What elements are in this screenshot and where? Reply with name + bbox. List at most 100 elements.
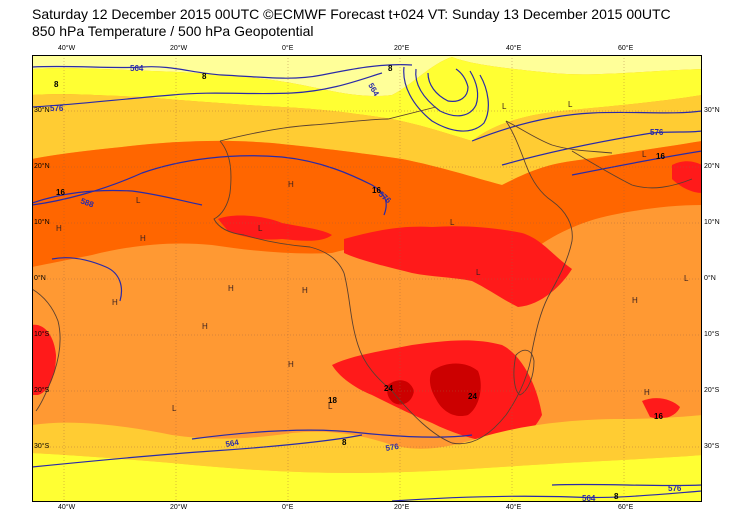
lon-label: 20°E <box>394 45 410 52</box>
lon-label: 20°E <box>394 504 410 511</box>
temperature-dark-red-core-b <box>429 363 481 417</box>
high-marker: H <box>140 234 146 243</box>
contour-label: 576 <box>385 442 400 453</box>
temperature-label: 16 <box>654 412 663 421</box>
temperature-band-light-orange-south <box>32 415 702 473</box>
low-marker: L <box>328 402 333 411</box>
lat-labels-right: 30°N 20°N 10°N 0°N 10°S 20°S 30°S <box>704 55 730 502</box>
contour-label: 564 <box>130 64 144 73</box>
lat-label: 30°S <box>704 443 720 450</box>
lon-labels-top: 40°W 20°W 0°E 20°E 40°E 60°E <box>32 45 702 55</box>
map-border <box>32 55 702 502</box>
coastline-africa-west <box>213 140 393 392</box>
coastline-africa-east <box>391 120 573 445</box>
temperature-labels: 16 8 8 8 8 8 16 16 24 24 18 16 <box>54 64 665 501</box>
lon-label: 40°W <box>58 504 76 511</box>
temperature-label: 8 <box>342 438 347 447</box>
lat-label: 10°N <box>34 219 50 226</box>
temperature-band-yellow <box>32 57 702 141</box>
chart-title: Saturday 12 December 2015 00UTC ©ECMWF F… <box>32 6 671 40</box>
high-marker: H <box>228 284 234 293</box>
high-marker: H <box>288 360 294 369</box>
contour-trough-ring-3 <box>427 68 469 102</box>
contour-label: 564 <box>225 438 240 449</box>
contour-west-loop <box>51 257 123 302</box>
temperature-dark-red-core-a <box>387 380 414 405</box>
temperature-label: 24 <box>384 384 393 393</box>
contour-576-north <box>32 72 383 108</box>
low-marker: L <box>258 224 263 233</box>
lat-label: 20°N <box>704 163 720 170</box>
temperature-label: 8 <box>54 80 59 89</box>
lat-labels-left: 30°N 20°N 10°N 0°N 10°S 20°S 30°S <box>34 55 60 502</box>
lon-label: 60°E <box>618 504 634 511</box>
temperature-label: 8 <box>202 72 207 81</box>
lat-label: 0°N <box>704 275 716 282</box>
contour-16-east <box>571 150 702 176</box>
temperature-red-patch-central <box>344 226 572 307</box>
low-marker: L <box>450 218 455 227</box>
lat-label: 10°S <box>704 331 720 338</box>
high-marker: H <box>56 224 62 233</box>
contour-label: 588 <box>79 196 95 209</box>
temperature-label: 24 <box>468 392 477 401</box>
title-line-1: Saturday 12 December 2015 00UTC ©ECMWF F… <box>32 6 671 22</box>
lat-label: 30°N <box>704 107 720 114</box>
lat-label: 20°S <box>704 387 720 394</box>
lon-label: 20°W <box>170 504 188 511</box>
contour-576-east <box>471 110 702 142</box>
high-marker: H <box>644 388 650 397</box>
temperature-label: 16 <box>656 152 665 161</box>
lon-label: 40°E <box>506 504 522 511</box>
title-line-2: 850 hPa Temperature / 500 hPa Geopotenti… <box>32 23 314 39</box>
high-marker: H <box>288 180 294 189</box>
temperature-band-pale-yellow <box>32 55 702 97</box>
lat-label: 0°N <box>34 275 46 282</box>
temperature-label: 16 <box>372 186 381 195</box>
contour-564-sw <box>32 434 363 468</box>
contour-16-west <box>32 189 203 206</box>
weather-map: H H H H H H H H H H L L L L L L L L L L … <box>32 55 702 502</box>
lat-label: 20°S <box>34 387 50 394</box>
contour-label: 576 <box>50 104 64 113</box>
temperature-red-patch-sahara <box>218 215 332 241</box>
lat-label: 10°S <box>34 331 50 338</box>
temperature-label: 8 <box>614 492 619 501</box>
contour-576-se <box>551 483 702 487</box>
low-marker: L <box>136 196 141 205</box>
temperature-band-light-orange-north <box>32 94 702 185</box>
coastline-red-sea <box>505 120 613 154</box>
temperature-red-patch-indian-ocean <box>642 398 680 419</box>
low-marker: L <box>684 274 689 283</box>
pressure-markers: H H H H H H H H H H L L L L L L L L L L <box>56 100 689 413</box>
high-marker: H <box>632 296 638 305</box>
lat-label: 30°S <box>34 443 50 450</box>
coastlines <box>32 106 693 445</box>
temperature-label: 8 <box>388 64 393 73</box>
contour-588-sahara <box>32 155 387 216</box>
lat-label: 30°N <box>34 107 50 114</box>
lon-label: 40°E <box>506 45 522 52</box>
low-marker: L <box>568 100 573 109</box>
temperature-red-patch-west-coast <box>32 324 56 395</box>
contour-564-south <box>391 490 702 502</box>
coastline-arabia <box>571 150 693 189</box>
lon-label: 0°E <box>282 504 294 511</box>
low-marker: L <box>172 404 177 413</box>
coastline-mediterranean <box>219 106 437 142</box>
high-marker: H <box>202 322 208 331</box>
contour-564-north <box>32 64 413 79</box>
temperature-label: 16 <box>56 188 65 197</box>
contour-trough-ring-2 <box>415 68 479 117</box>
temperature-red-patch-east <box>672 161 702 193</box>
contour-label: 576 <box>650 128 664 137</box>
lon-label: 20°W <box>170 45 188 52</box>
low-marker: L <box>476 268 481 277</box>
temperature-band-yellow-south <box>32 453 702 502</box>
temperature-label: 18 <box>328 396 337 405</box>
low-marker: L <box>502 102 507 111</box>
contour-label: 576 <box>668 484 682 493</box>
coastline-south-america <box>32 288 61 412</box>
contour-trough-ring-1 <box>403 66 489 132</box>
high-marker: H <box>302 286 308 295</box>
